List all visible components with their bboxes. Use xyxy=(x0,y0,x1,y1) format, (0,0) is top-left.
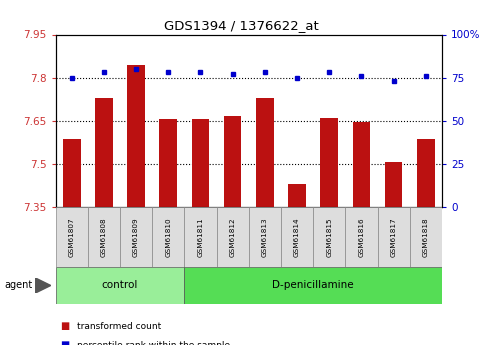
Bar xyxy=(56,207,88,267)
Text: ■: ■ xyxy=(60,321,70,331)
Bar xyxy=(56,267,185,304)
Text: percentile rank within the sample: percentile rank within the sample xyxy=(77,341,230,345)
Text: GSM61814: GSM61814 xyxy=(294,217,300,257)
Text: GSM61807: GSM61807 xyxy=(69,217,75,257)
Text: GSM61817: GSM61817 xyxy=(391,217,397,257)
Bar xyxy=(192,119,209,207)
Bar xyxy=(63,139,81,207)
Bar xyxy=(185,207,216,267)
Bar xyxy=(345,207,378,267)
Text: transformed count: transformed count xyxy=(77,322,161,331)
Bar xyxy=(88,207,120,267)
Text: D-penicillamine: D-penicillamine xyxy=(272,280,354,290)
Text: GSM61811: GSM61811 xyxy=(198,217,203,257)
Bar xyxy=(185,267,442,304)
Bar xyxy=(95,98,113,207)
Text: GSM61816: GSM61816 xyxy=(358,217,365,257)
Bar xyxy=(159,119,177,207)
Text: GSM61812: GSM61812 xyxy=(229,217,236,257)
Bar xyxy=(288,184,306,207)
Polygon shape xyxy=(35,278,51,293)
Bar xyxy=(152,207,185,267)
Bar xyxy=(320,118,338,207)
Bar xyxy=(385,162,402,207)
Bar xyxy=(410,207,442,267)
Text: GSM61818: GSM61818 xyxy=(423,217,429,257)
Bar xyxy=(127,65,145,207)
Bar xyxy=(256,98,274,207)
Text: ■: ■ xyxy=(60,340,70,345)
Text: control: control xyxy=(102,280,138,290)
Bar xyxy=(224,116,242,207)
Bar xyxy=(120,207,152,267)
Text: GSM61810: GSM61810 xyxy=(165,217,171,257)
Bar xyxy=(417,139,435,207)
Text: GSM61815: GSM61815 xyxy=(326,217,332,257)
Bar xyxy=(249,207,281,267)
Text: agent: agent xyxy=(5,280,33,290)
Bar xyxy=(353,122,370,207)
Text: GSM61813: GSM61813 xyxy=(262,217,268,257)
Text: GSM61809: GSM61809 xyxy=(133,217,139,257)
Text: GDS1394 / 1376622_at: GDS1394 / 1376622_at xyxy=(164,19,319,32)
Bar xyxy=(216,207,249,267)
Text: GSM61808: GSM61808 xyxy=(101,217,107,257)
Bar xyxy=(313,207,345,267)
Bar xyxy=(281,207,313,267)
Bar xyxy=(378,207,410,267)
